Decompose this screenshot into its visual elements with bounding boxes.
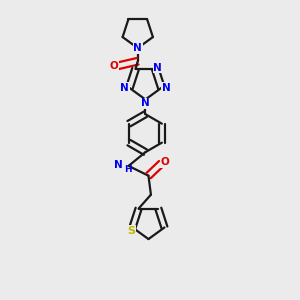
Text: O: O [160, 157, 169, 167]
Text: N: N [153, 62, 162, 73]
Text: H: H [124, 165, 131, 174]
Text: S: S [127, 226, 135, 236]
Text: N: N [114, 160, 123, 170]
Text: O: O [110, 61, 118, 71]
Text: N: N [134, 43, 142, 53]
Text: N: N [120, 83, 129, 93]
Text: N: N [162, 83, 170, 93]
Text: N: N [141, 98, 150, 108]
